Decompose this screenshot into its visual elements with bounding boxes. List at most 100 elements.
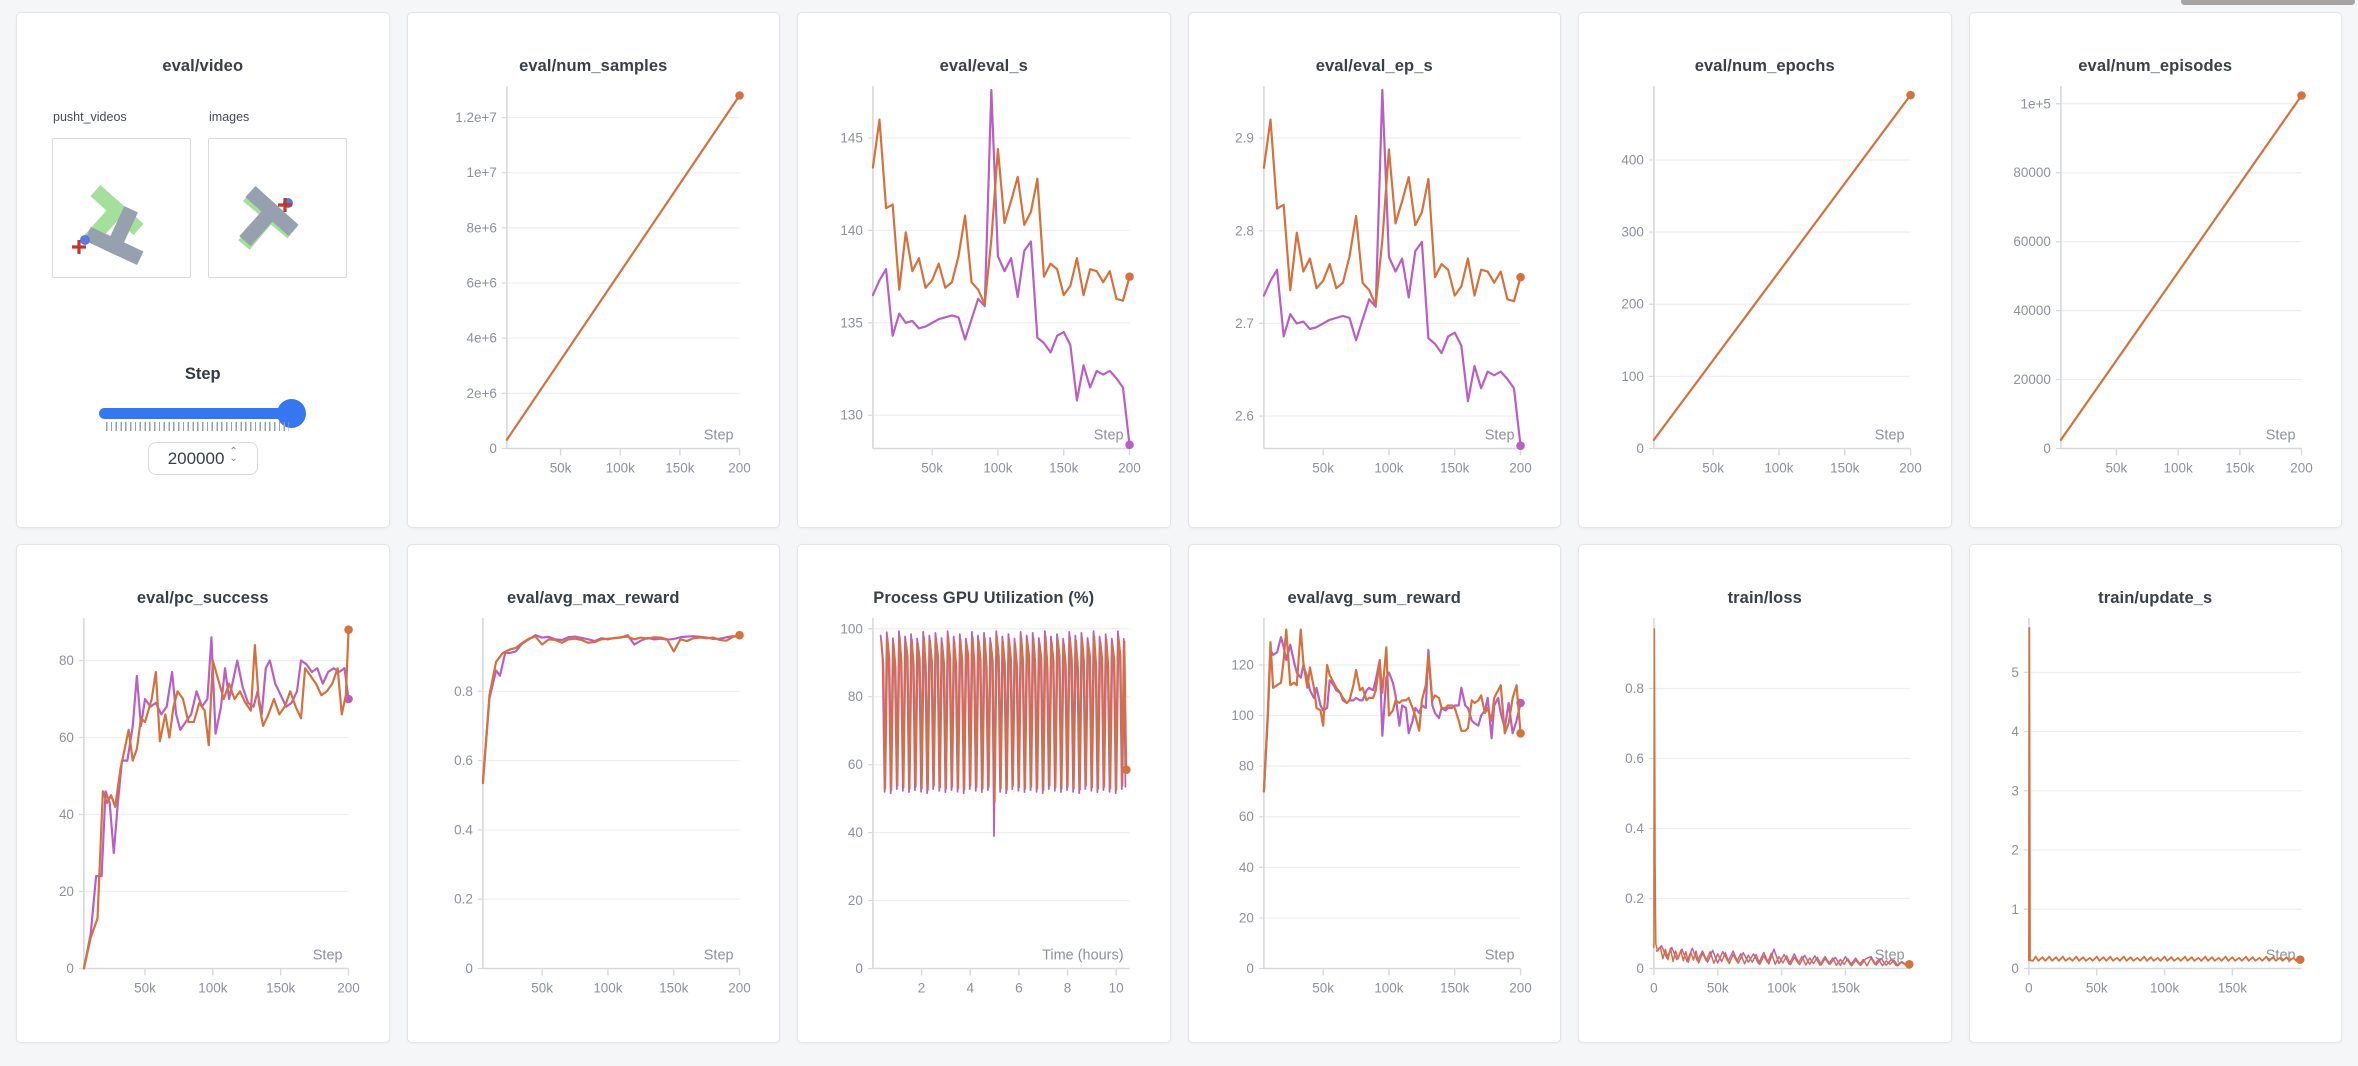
y-tick-label: 0.2 (454, 892, 473, 907)
panel-eval-num-samples[interactable]: eval/num_samples 0 2e+6 4e+6 6e+6 8e+6 1e+7 1.… (406, 12, 780, 528)
panel-grid: eval/video pusht_videos images (16, 12, 2342, 1043)
y-tick-label: 60 (848, 757, 863, 772)
x-axis-label: Step (2265, 428, 2295, 444)
line-chart: 0 20000 40000 60000 80000 1e+5 50k 100k 150k 200 S… (2013, 85, 2312, 475)
series-line (2027, 626, 2301, 962)
stepper-arrows-icon[interactable]: ⌃ ⌄ (229, 445, 238, 464)
step-value-input[interactable]: 200000 ⌃ ⌄ (147, 442, 258, 475)
y-tick-label: 0.6 (454, 753, 473, 768)
series-line (880, 635, 1128, 803)
y-tick-label: 40 (1238, 860, 1253, 875)
series-line (871, 88, 1131, 446)
y-tick-label: 20000 (2013, 372, 2050, 387)
x-axis-label: Step (1094, 428, 1124, 444)
x-tick-label: 100k (593, 980, 622, 995)
x-tick-label: 100k (1374, 980, 1403, 995)
block-t-shape (239, 186, 299, 247)
panel-eval-num-episodes[interactable]: eval/num_episodes 0 20000 40000 60000 80000 1… (1968, 12, 2342, 528)
x-tick-label: 200 (1899, 460, 1921, 475)
series-line (1262, 118, 1522, 306)
y-tick-label: 60000 (2013, 234, 2050, 249)
step-slider-track[interactable] (99, 408, 304, 419)
x-tick-label: 100k (983, 460, 1012, 475)
x-tick-label: 50k (549, 460, 571, 475)
x-axis-label: Step (2265, 948, 2295, 964)
step-slider-label: Step (184, 365, 221, 383)
x-axis-label: Step (1484, 948, 1514, 964)
y-tick-label: 1.2e+7 (455, 110, 497, 125)
series-line (1262, 636, 1522, 793)
media-key-label: pusht_videos (53, 110, 127, 124)
images-thumbnail[interactable] (208, 138, 347, 278)
series-end-dot (344, 625, 353, 634)
x-tick-label: 150k (1440, 980, 1469, 995)
line-chart: 0 100 200 300 400 50k 100k 150k 200 Step (1621, 85, 1922, 475)
panel-eval-pc-success[interactable]: eval/pc_success 0 20 40 60 80 50k 100k 150k 200 S… (16, 544, 390, 1043)
y-tick-label: 2 (2011, 843, 2019, 858)
y-tick-label: 60 (59, 730, 74, 745)
chart-title: train/update_s (2098, 589, 2213, 607)
x-tick-label: 50k (2085, 980, 2107, 995)
y-tick-label: 140 (840, 223, 862, 238)
x-axis-label: Step (1484, 428, 1514, 444)
y-tick-label: 145 (840, 131, 862, 146)
chart-title: train/loss (1727, 589, 1802, 607)
line-chart: 130 135 140 145 50k 100k 150k 200 Step (840, 85, 1141, 475)
line-chart: 0 20 40 60 80 50k 100k 150k 200 Step (59, 617, 360, 995)
y-tick-label: 0 (66, 961, 74, 976)
y-tick-label: 1e+5 (2020, 96, 2050, 111)
series-line (82, 628, 350, 970)
panel-train-update-s[interactable]: train/update_s 0 1 2 3 4 5 0 50k 100k 150k Step (1968, 544, 2342, 1043)
panel-eval-video[interactable]: eval/video pusht_videos images (16, 12, 390, 528)
x-axis-label: Step (313, 948, 343, 964)
x-tick-label: 8 (1064, 980, 1072, 995)
pusht-video-thumbnail[interactable] (52, 138, 191, 278)
agent-dot (80, 235, 90, 245)
series-end-dot (1515, 272, 1525, 282)
x-tick-label: 150k (659, 980, 688, 995)
y-tick-label: 2.8 (1235, 223, 1254, 238)
x-tick-label: 10 (1109, 980, 1124, 995)
series-line (2059, 94, 2303, 442)
y-tick-label: 5 (2011, 665, 2019, 680)
x-tick-label: 100k (2149, 980, 2178, 995)
panel-eval-eval-ep-s[interactable]: eval/eval_ep_s 2.6 2.7 2.8 2.9 50k 100k 150k 20… (1187, 12, 1561, 528)
x-tick-label: 50k (921, 460, 943, 475)
panel-eval-eval-s[interactable]: eval/eval_s 130 135 140 145 50k 100k 150k 200 St… (797, 12, 1171, 528)
series-end-dot (734, 91, 744, 100)
y-tick-label: 80000 (2013, 165, 2050, 180)
x-tick-label: 100k (198, 980, 227, 995)
panel-process-gpu-utilization[interactable]: Process GPU Utilization (%) 0 20 40 60 80 100… (797, 544, 1171, 1043)
panel-train-loss[interactable]: train/loss 0 0.2 0.4 0.6 0.8 0 50k 100k 150k Step (1578, 544, 1952, 1043)
scrollbar-fragment[interactable] (2181, 0, 2355, 5)
series-line (1653, 628, 1911, 967)
x-tick-label: 2 (918, 980, 926, 995)
y-tick-label: 80 (59, 653, 74, 668)
y-tick-label: 1e+7 (466, 165, 496, 180)
line-chart: 0 2e+6 4e+6 6e+6 8e+6 1e+7 1.2e+7 50k 100k 150k 20… (455, 85, 750, 475)
x-tick-label: 4 (966, 980, 974, 995)
y-tick-label: 4 (2011, 724, 2019, 739)
panel-eval-num-epochs[interactable]: eval/num_epochs 0 100 200 300 400 50k 100k 150k… (1578, 12, 1952, 528)
panel-eval-avg-max-reward[interactable]: eval/avg_max_reward 0 0.2 0.4 0.6 0.8 50k 100k… (406, 544, 780, 1043)
pusht-render (238, 186, 299, 250)
series-line (1652, 93, 1912, 441)
step-slider-ticks (106, 422, 289, 431)
y-tick-label: 0 (855, 961, 863, 976)
y-tick-label: 100 (1231, 708, 1253, 723)
y-tick-label: 100 (1621, 369, 1643, 384)
y-tick-label: 130 (840, 408, 862, 423)
chart-title: eval/num_samples (519, 57, 668, 75)
step-value[interactable]: 200000 (167, 448, 225, 468)
series-line (871, 118, 1131, 306)
chart-title: eval/eval_s (939, 57, 1028, 75)
line-chart: 2.6 2.7 2.8 2.9 50k 100k 150k 200 Step (1235, 85, 1531, 475)
panel-eval-avg-sum-reward[interactable]: eval/avg_sum_reward 0 20 40 60 80 100 120 50k 10… (1187, 544, 1561, 1043)
x-tick-label: 100k (1374, 460, 1403, 475)
x-tick-label: 100k (1767, 980, 1796, 995)
x-axis-label: Step (703, 428, 733, 444)
x-tick-label: 100k (2163, 460, 2192, 475)
panel-title: eval/video (162, 57, 244, 75)
x-tick-label: 0 (1650, 980, 1658, 995)
